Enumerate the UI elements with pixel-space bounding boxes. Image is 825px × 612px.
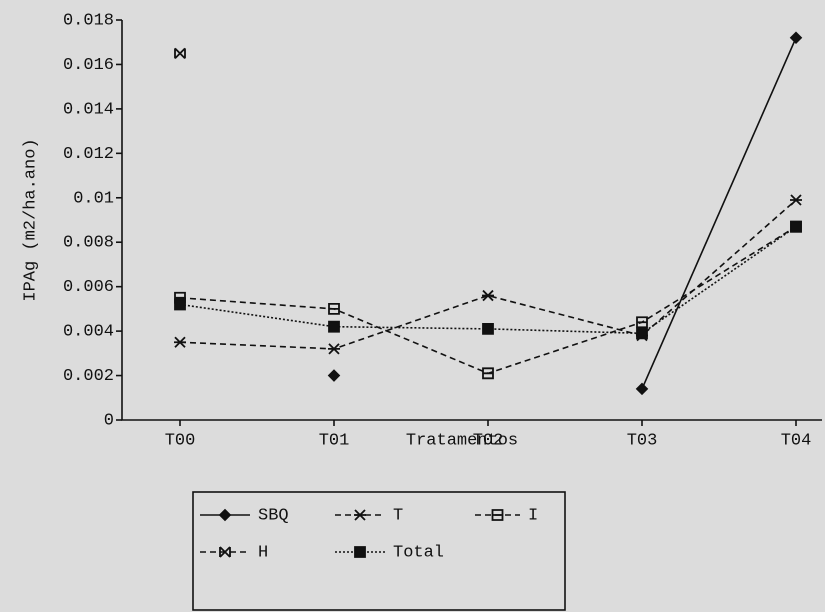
legend-marker bbox=[354, 509, 366, 521]
series-line bbox=[179, 226, 797, 335]
marker bbox=[636, 327, 648, 340]
y-tick-label: 0.016 bbox=[63, 56, 114, 75]
marker bbox=[174, 336, 186, 348]
series-line bbox=[641, 37, 797, 390]
y-tick-label: 0.018 bbox=[63, 11, 114, 30]
marker bbox=[635, 382, 649, 396]
marker bbox=[482, 289, 494, 302]
marker bbox=[174, 47, 186, 59]
y-axis-label: IPAg (m2/ha.ano) bbox=[21, 138, 40, 301]
legend-label: T bbox=[393, 506, 403, 525]
y-tick-label: 0.012 bbox=[63, 145, 114, 164]
legend-marker bbox=[354, 546, 366, 558]
y-tick-label: 0.002 bbox=[63, 367, 114, 386]
marker bbox=[482, 322, 494, 335]
y-tick-label: 0.01 bbox=[73, 189, 114, 208]
legend-box bbox=[192, 491, 566, 611]
y-tick-label: 0.006 bbox=[63, 278, 114, 297]
x-tick-label: T00 bbox=[165, 431, 196, 450]
marker bbox=[636, 316, 648, 329]
x-tick-label: T01 bbox=[319, 431, 350, 450]
marker bbox=[790, 194, 802, 206]
marker bbox=[790, 220, 802, 233]
marker bbox=[174, 298, 186, 311]
marker bbox=[328, 343, 340, 355]
marker bbox=[482, 367, 494, 380]
x-tick-label: T03 bbox=[627, 431, 658, 450]
legend-label: H bbox=[258, 543, 268, 562]
y-tick-label: 0.014 bbox=[63, 100, 114, 119]
y-tick-label: 0.004 bbox=[63, 323, 114, 342]
y-tick-label: 0 bbox=[104, 411, 114, 430]
x-tick-label: T04 bbox=[781, 431, 812, 450]
marker bbox=[327, 369, 341, 382]
marker bbox=[328, 320, 340, 333]
legend-label: SBQ bbox=[258, 506, 289, 525]
legend-label: Total bbox=[393, 543, 444, 562]
y-tick-label: 0.008 bbox=[63, 234, 114, 253]
marker bbox=[328, 302, 340, 315]
legend-label: I bbox=[528, 506, 538, 525]
x-axis-label: Tratamentos bbox=[406, 431, 518, 450]
x-tick-label: T02 bbox=[473, 431, 504, 450]
axes bbox=[121, 20, 822, 421]
legend-marker bbox=[219, 546, 231, 558]
marker bbox=[789, 31, 803, 45]
legend-marker bbox=[491, 509, 504, 521]
legend-marker bbox=[218, 508, 232, 522]
